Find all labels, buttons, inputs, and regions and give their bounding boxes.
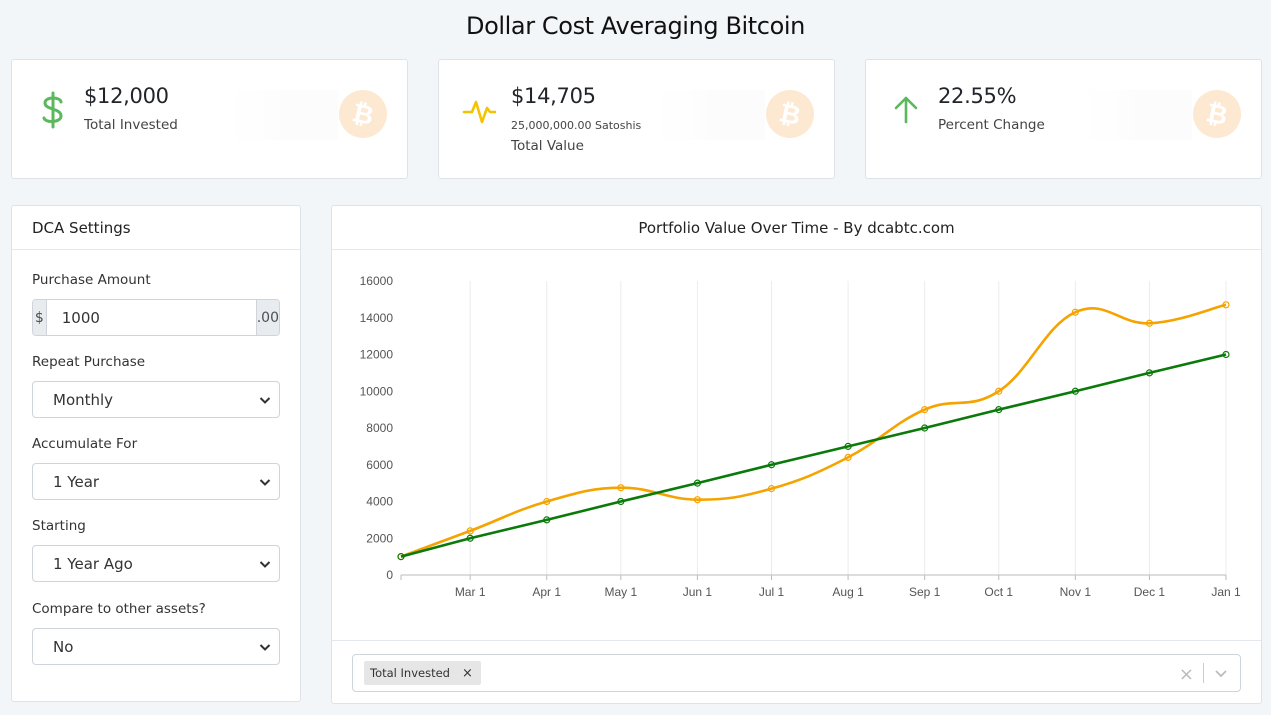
data-point-total-value bbox=[921, 406, 929, 414]
select-value: 1 Year bbox=[53, 472, 100, 491]
stat-value: $14,705 bbox=[511, 84, 596, 108]
x-tick-label: Jun 1 bbox=[683, 585, 713, 599]
y-tick-label: 2000 bbox=[366, 531, 393, 545]
data-point-total-invested bbox=[466, 534, 474, 542]
data-point-total-value bbox=[995, 387, 1003, 395]
pulse-icon bbox=[462, 100, 496, 124]
data-point-total-value bbox=[1222, 301, 1230, 309]
portfolio-chart: 0 2000 4000 6000 8000 10000 12000 14000 16000 Mar… bbox=[360, 274, 1241, 599]
series-filter-select[interactable]: Total Invested × × bbox=[352, 654, 1241, 692]
select-value: No bbox=[53, 637, 74, 656]
chevron-down-icon bbox=[259, 561, 271, 568]
accumulate-for-label: Accumulate For bbox=[32, 436, 138, 452]
starting-label: Starting bbox=[32, 518, 86, 534]
chevron-down-icon bbox=[259, 644, 271, 651]
y-tick-label: 8000 bbox=[366, 421, 393, 435]
data-point-total-invested bbox=[767, 461, 776, 469]
data-point-total-value bbox=[617, 484, 625, 492]
compare-assets-select[interactable]: No bbox=[32, 628, 280, 665]
x-tick-label: Apr 1 bbox=[532, 585, 561, 599]
data-point-total-invested bbox=[543, 516, 551, 524]
stat-subvalue: 25,000,000.00 Satoshis bbox=[511, 119, 642, 132]
data-point-total-value bbox=[844, 453, 852, 461]
x-tick-label: May 1 bbox=[604, 585, 637, 599]
arrow-up-icon bbox=[894, 96, 918, 124]
chevron-down-icon[interactable] bbox=[1214, 669, 1228, 678]
repeat-purchase-select[interactable]: Monthly bbox=[32, 381, 280, 418]
stat-label: Percent Change bbox=[938, 117, 1045, 133]
clear-icon[interactable]: × bbox=[1178, 664, 1194, 685]
data-point-total-invested bbox=[693, 479, 702, 487]
stat-card-total-invested: $12,000 Total Invested ₿ bbox=[11, 59, 408, 179]
data-point-total-invested bbox=[921, 424, 929, 432]
dollar-icon bbox=[42, 91, 63, 129]
decimal-suffix: .00 bbox=[255, 300, 279, 335]
stat-label: Total Value bbox=[511, 138, 584, 154]
x-tick-label: Sep 1 bbox=[909, 585, 941, 599]
x-tick-label: Dec 1 bbox=[1134, 585, 1166, 599]
x-tick-label: Nov 1 bbox=[1060, 585, 1092, 599]
svg-text:₿: ₿ bbox=[349, 98, 376, 130]
select-value: 1 Year Ago bbox=[53, 554, 133, 573]
chip-label: Total Invested bbox=[370, 666, 450, 680]
panel-title: DCA Settings bbox=[12, 206, 300, 250]
y-tick-label: 4000 bbox=[366, 495, 393, 509]
starting-select[interactable]: 1 Year Ago bbox=[32, 545, 280, 582]
svg-text:₿: ₿ bbox=[776, 98, 803, 130]
chart-panel: Portfolio Value Over Time - By dcabtc.co… bbox=[331, 205, 1262, 704]
data-point-total-invested bbox=[617, 497, 625, 506]
chip-remove-icon[interactable]: × bbox=[461, 665, 473, 681]
svg-text:₿: ₿ bbox=[1203, 98, 1230, 130]
y-tick-label: 10000 bbox=[360, 384, 394, 398]
page-title: Dollar Cost Averaging Bitcoin bbox=[466, 12, 805, 40]
bitcoin-icon: ₿ bbox=[1193, 90, 1241, 138]
stat-card-total-value: $14,705 25,000,000.00 Satoshis Total Val… bbox=[438, 59, 835, 179]
series-line-total-invested bbox=[400, 353, 1227, 558]
purchase-amount-group: $ .00 bbox=[32, 299, 280, 336]
bitcoin-icon: ₿ bbox=[766, 90, 814, 138]
x-tick-label: Mar 1 bbox=[455, 585, 486, 599]
data-point-total-value bbox=[767, 485, 776, 493]
y-tick-label: 14000 bbox=[360, 311, 394, 325]
repeat-purchase-label: Repeat Purchase bbox=[32, 354, 146, 370]
compare-assets-label: Compare to other assets? bbox=[32, 601, 206, 617]
dca-settings-panel: DCA Settings Purchase Amount $ .00 Repea… bbox=[11, 205, 301, 702]
chevron-down-icon bbox=[259, 479, 271, 486]
data-point-total-value bbox=[1145, 319, 1154, 327]
purchase-amount-label: Purchase Amount bbox=[32, 272, 151, 288]
purchase-amount-input[interactable] bbox=[46, 300, 256, 335]
stat-value: $12,000 bbox=[84, 84, 169, 108]
y-tick-label: 0 bbox=[386, 568, 393, 582]
stat-card-percent-change: 22.55% Percent Change ₿ bbox=[865, 59, 1262, 179]
data-point-total-value bbox=[543, 497, 551, 506]
data-point-total-value bbox=[1071, 308, 1079, 316]
series-line-total-value bbox=[400, 303, 1227, 558]
chart-title: Portfolio Value Over Time - By dcabtc.co… bbox=[332, 206, 1261, 250]
x-tick-label: Aug 1 bbox=[832, 585, 864, 599]
currency-prefix: $ bbox=[33, 300, 47, 335]
data-point-total-invested bbox=[1071, 387, 1079, 395]
x-tick-label: Jul 1 bbox=[759, 585, 785, 599]
filter-chip-total-invested: Total Invested × bbox=[364, 661, 481, 685]
accumulate-for-select[interactable]: 1 Year bbox=[32, 463, 280, 500]
data-point-total-invested bbox=[844, 442, 852, 450]
chevron-down-icon bbox=[259, 397, 271, 404]
x-tick-label: Jan 1 bbox=[1211, 585, 1241, 599]
y-tick-label: 12000 bbox=[360, 348, 394, 362]
data-point-total-invested bbox=[1145, 369, 1154, 377]
x-tick-label: Oct 1 bbox=[984, 585, 1013, 599]
data-point-total-value bbox=[693, 496, 702, 504]
y-tick-label: 6000 bbox=[366, 458, 393, 472]
stat-value: 22.55% bbox=[938, 84, 1017, 108]
data-point-total-invested bbox=[397, 553, 405, 561]
stat-label: Total Invested bbox=[84, 117, 178, 133]
select-value: Monthly bbox=[53, 390, 114, 409]
data-point-total-invested bbox=[995, 406, 1003, 414]
data-point-total-invested bbox=[1222, 350, 1230, 359]
data-point-total-value bbox=[466, 527, 474, 535]
bitcoin-icon: ₿ bbox=[339, 90, 387, 138]
y-tick-label: 16000 bbox=[360, 274, 394, 288]
